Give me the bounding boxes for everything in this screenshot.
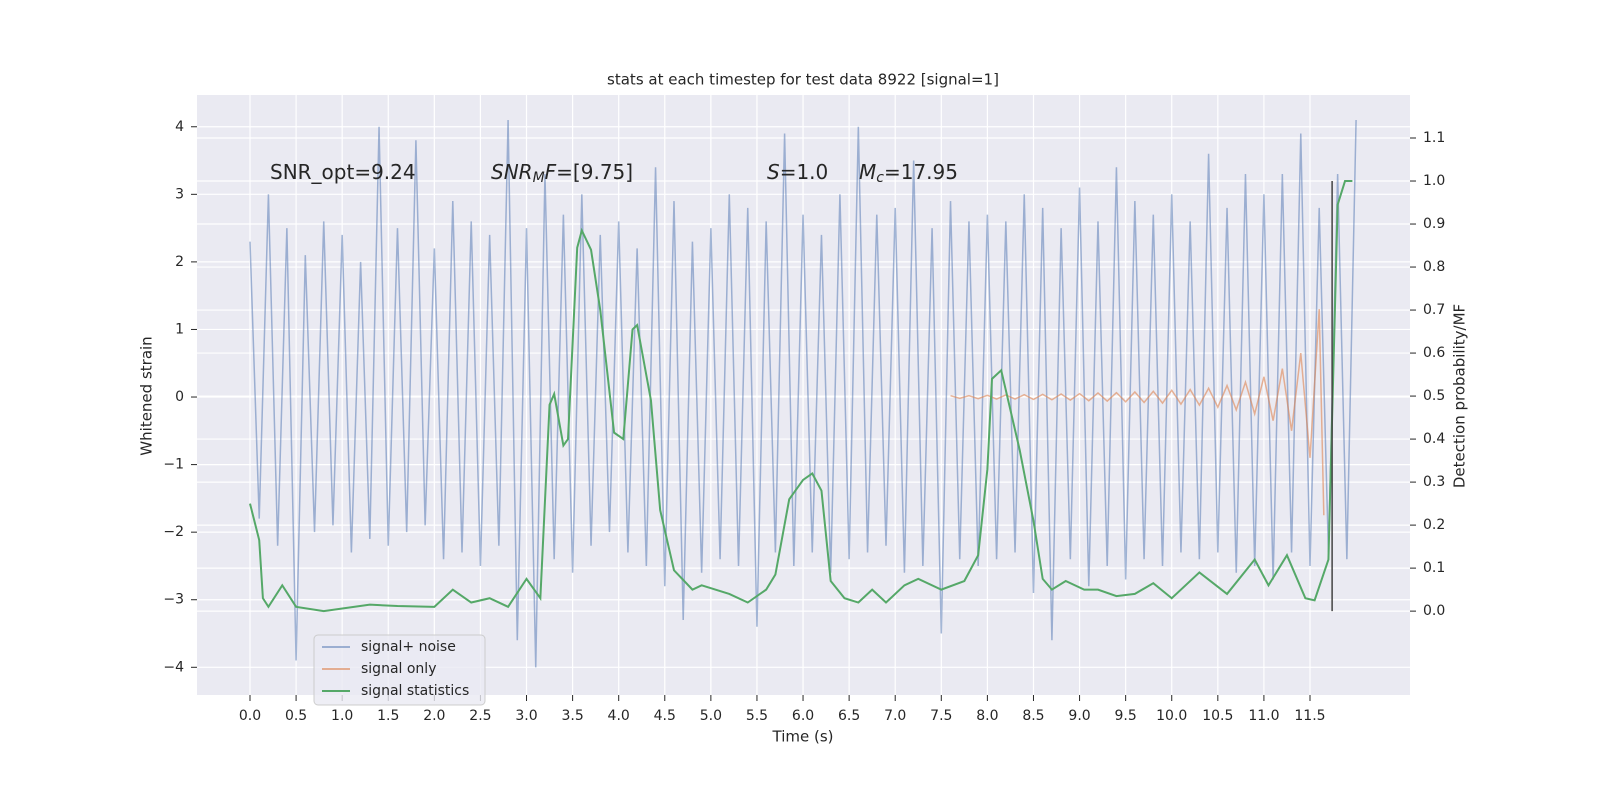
x-tick-label: 8.0 [976, 708, 998, 724]
y-tick-label: −1 [163, 457, 184, 473]
series-line [249, 180, 1353, 613]
x-tick-label: 11.0 [1248, 708, 1279, 724]
y2-tick-label: 0.8 [1423, 259, 1445, 275]
x-tick-label: 0.0 [239, 708, 261, 724]
x-tick-label: 2.0 [423, 708, 445, 724]
y-tick-label: −4 [163, 659, 184, 675]
y2-tick-label: 0.9 [1423, 216, 1445, 232]
y2-tick-label: 0.7 [1423, 302, 1445, 318]
x-tick-label: 11.5 [1294, 708, 1325, 724]
x-tick-label: 1.0 [331, 708, 353, 724]
y-tick-label: 0 [175, 389, 184, 405]
annotation: Mc=17.95 [859, 160, 958, 187]
x-tick-label: 4.0 [608, 708, 630, 724]
annotation-part: S [767, 160, 780, 184]
x-tick-label: 6.5 [838, 708, 860, 724]
x-tick-label: 8.5 [1022, 708, 1044, 724]
annotation: SNRMF=[9.75] [491, 160, 633, 187]
annotation: SNR_opt=9.24 [270, 160, 416, 184]
x-tick-label: 3.0 [515, 708, 537, 724]
x-axis-label: Time (s) [772, 728, 834, 746]
x-tick-label: 7.0 [884, 708, 906, 724]
x-tick-label: 3.5 [561, 708, 583, 724]
series-line [950, 309, 1325, 516]
y-tick-label: 4 [175, 119, 184, 135]
x-tick-label: 10.5 [1202, 708, 1233, 724]
x-tick-label: 0.5 [285, 708, 307, 724]
legend-label: signal only [361, 661, 436, 677]
y2-tick-label: 1.0 [1423, 173, 1445, 189]
x-tick-label: 6.0 [792, 708, 814, 724]
y-tick-label: 3 [175, 186, 184, 202]
x-tick-label: 4.5 [654, 708, 676, 724]
annotation-part: SNR_opt=9.24 [270, 160, 416, 184]
x-tick-label: 10.0 [1156, 708, 1187, 724]
annotation: S=1.0 [767, 160, 828, 184]
y2-tick-label: 0.0 [1423, 603, 1445, 619]
x-tick-label: 2.5 [469, 708, 491, 724]
x-tick-label: 5.5 [746, 708, 768, 724]
annotation-part: SNR [491, 160, 533, 184]
annotation-part: =[9.75] [556, 160, 633, 184]
y2-tick-label: 0.4 [1423, 431, 1445, 447]
x-tick-label: 5.0 [700, 708, 722, 724]
annotation-part: =17.95 [884, 160, 958, 184]
y2-axis-label: Detection probability/MF [1451, 304, 1469, 488]
y-tick-label: −2 [163, 524, 184, 540]
chart-title: stats at each timestep for test data 892… [607, 71, 999, 89]
annotation-part: F [545, 160, 557, 184]
x-tick-label: 7.5 [930, 708, 952, 724]
annotation-part: =1.0 [780, 160, 829, 184]
x-tick-label: 9.0 [1068, 708, 1090, 724]
annotation-part: M [533, 170, 545, 186]
y-tick-label: 1 [175, 321, 184, 337]
y-tick-label: −3 [163, 592, 184, 608]
y2-tick-label: 0.3 [1423, 474, 1445, 490]
x-tick-label: 1.5 [377, 708, 399, 724]
annotation-part: c [876, 170, 884, 186]
y2-tick-label: 0.2 [1423, 517, 1445, 533]
y2-tick-label: 0.6 [1423, 345, 1445, 361]
legend-box [313, 634, 486, 706]
x-tick-label: 9.5 [1115, 708, 1137, 724]
y2-tick-label: 0.1 [1423, 560, 1445, 576]
legend-label: signal statistics [361, 683, 469, 699]
y2-tick-label: 0.5 [1423, 388, 1445, 404]
annotation-part: M [859, 160, 876, 184]
y-tick-label: 2 [175, 254, 184, 270]
series-line [249, 119, 1357, 668]
y-axis-label: Whitened strain [138, 336, 156, 455]
y2-tick-label: 1.1 [1423, 130, 1445, 146]
legend-label: signal+ noise [361, 639, 456, 655]
